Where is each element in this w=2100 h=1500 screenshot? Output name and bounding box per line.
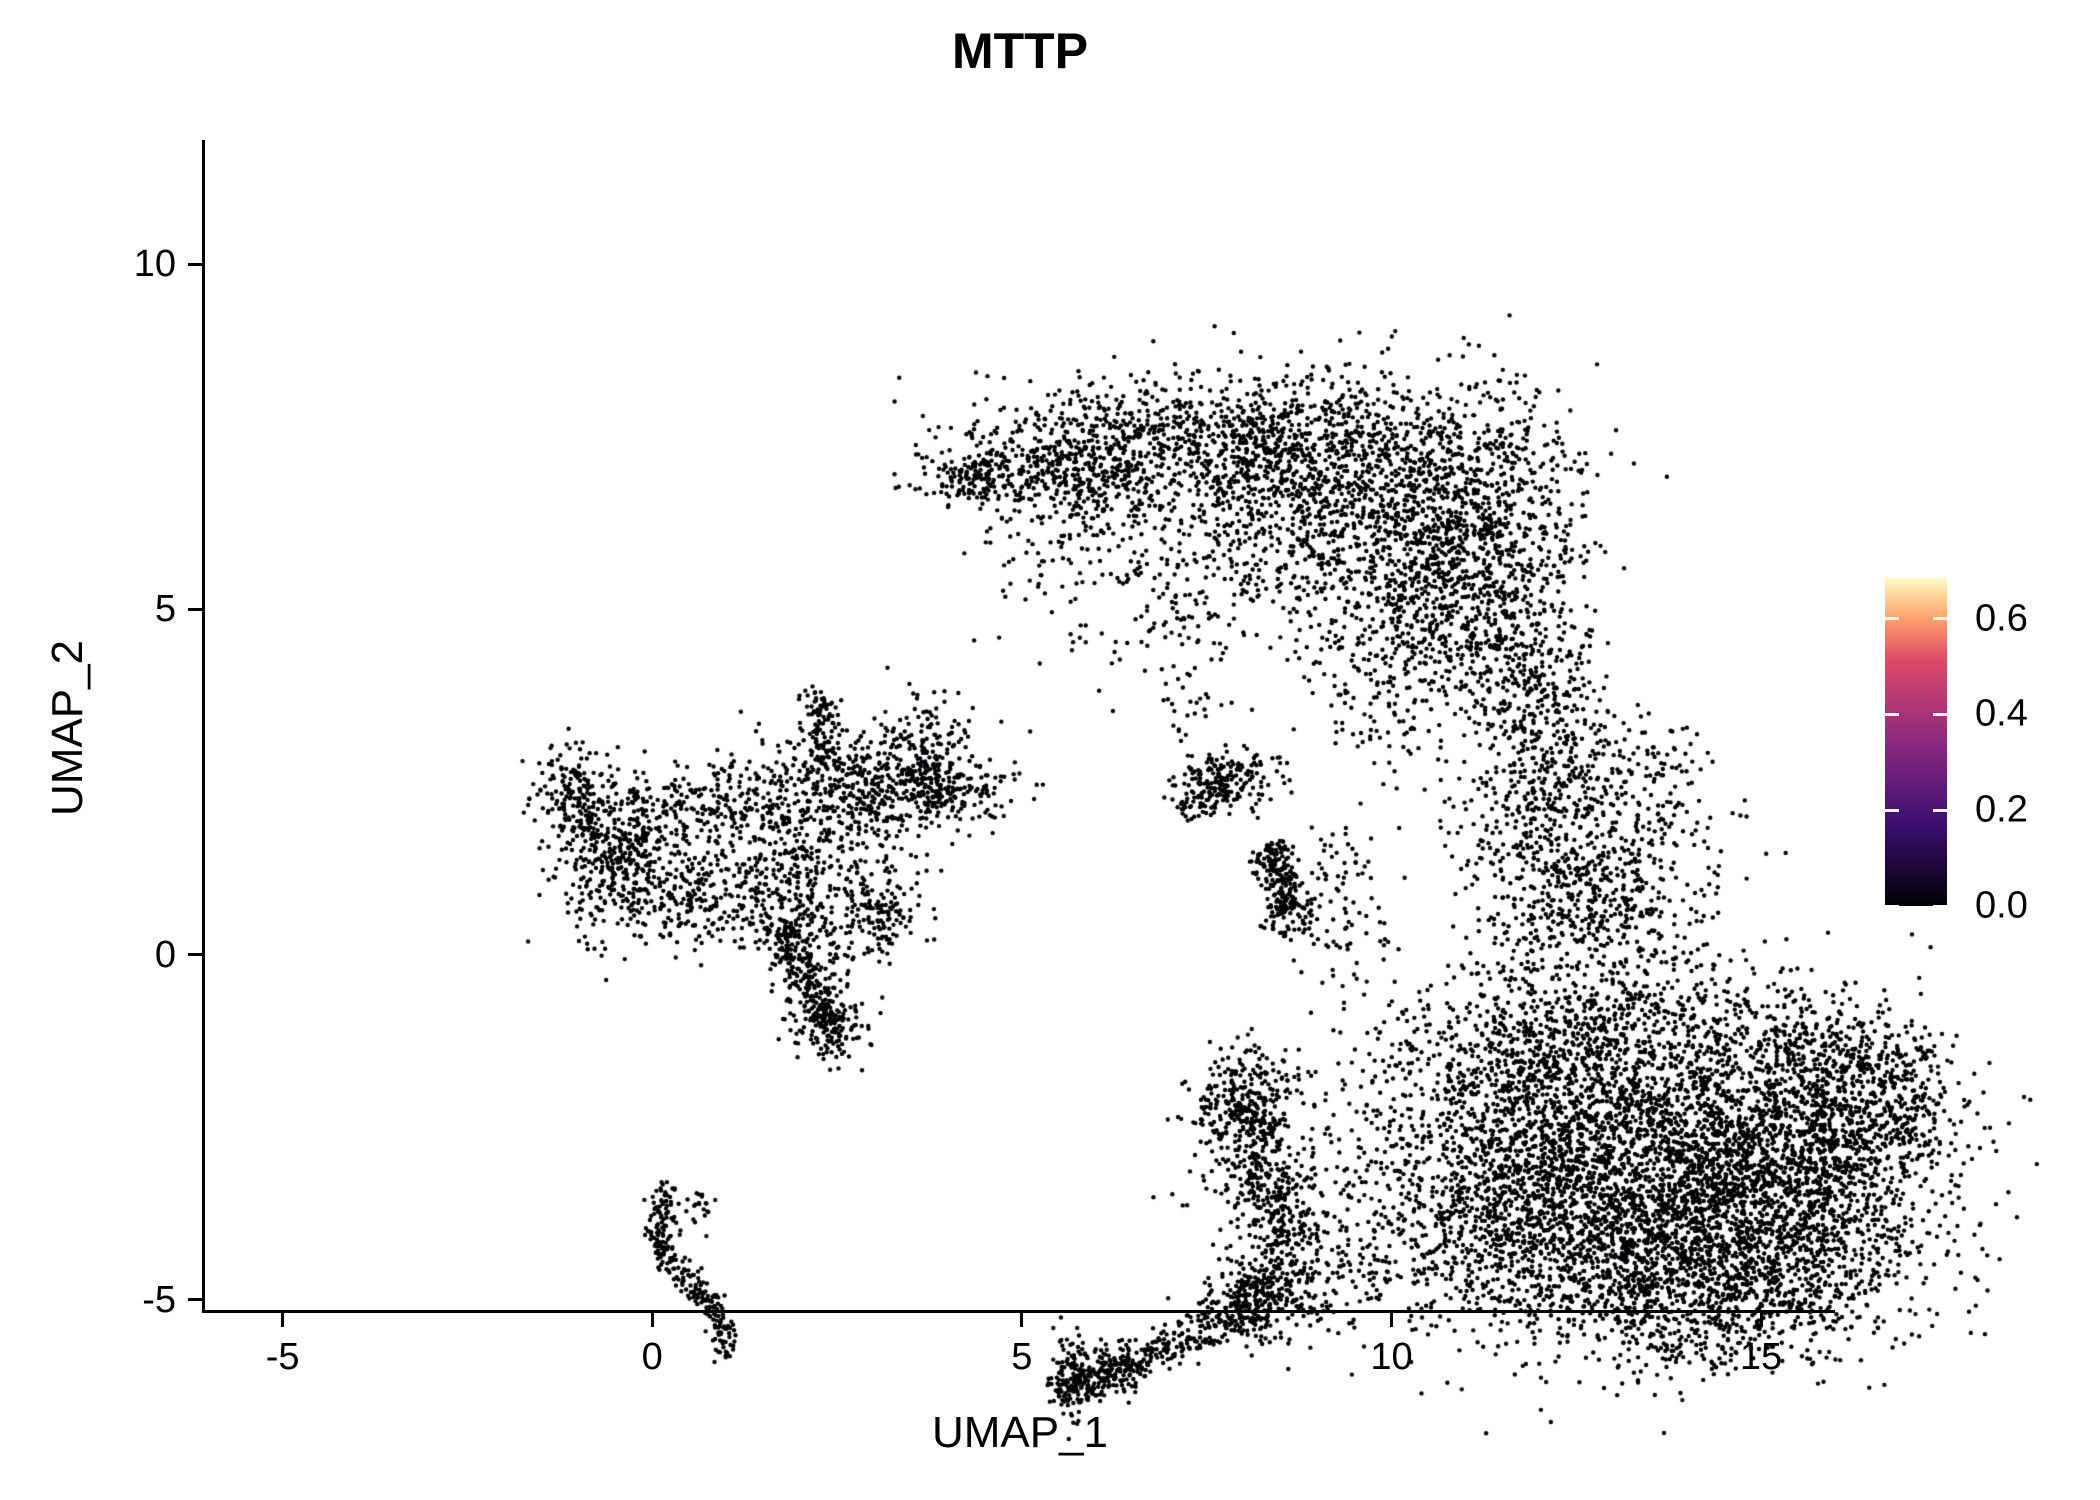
plot-area xyxy=(205,140,2040,1450)
colorbar-tick-mark xyxy=(1885,904,1899,908)
colorbar-tick-mark xyxy=(1933,712,1947,716)
colorbar-tick-mark xyxy=(1933,904,1947,908)
y-axis-line xyxy=(202,140,205,1313)
colorbar-tick-mark xyxy=(1885,712,1899,716)
colorbar-tick-mark xyxy=(1885,617,1899,621)
x-tick-label: 10 xyxy=(1370,1336,1413,1378)
y-tick-label: 0 xyxy=(154,933,176,976)
colorbar-gradient xyxy=(1885,578,1947,906)
x-axis-title: UMAP_1 xyxy=(931,1408,1109,1457)
y-axis-title: UMAP_2 xyxy=(43,639,92,817)
y-tick-label: -5 xyxy=(142,1278,176,1321)
x-tick-label: 5 xyxy=(1011,1336,1033,1378)
colorbar-tick-label: 0.2 xyxy=(1975,788,2028,831)
x-tick-label: 15 xyxy=(1739,1336,1783,1378)
y-tick-mark xyxy=(188,607,202,611)
y-tick-mark xyxy=(188,262,202,266)
chart-title: MTTP xyxy=(951,23,1089,79)
x-tick-mark xyxy=(281,1313,285,1327)
scatter-points-canvas xyxy=(410,280,2040,1450)
colorbar-tick-label: 0.6 xyxy=(1975,597,2028,640)
y-tick-label: 5 xyxy=(154,588,176,631)
x-axis-line xyxy=(202,1310,1835,1313)
x-tick-mark xyxy=(1389,1313,1393,1327)
colorbar-tick-mark xyxy=(1885,808,1899,812)
x-tick-mark xyxy=(1020,1313,1024,1327)
y-tick-label: 10 xyxy=(133,243,176,286)
colorbar-tick-label: 0.4 xyxy=(1975,692,2028,735)
colorbar-tick-mark xyxy=(1933,617,1947,621)
colorbar-tick-mark xyxy=(1933,808,1947,812)
colorbar-tick-label: 0.0 xyxy=(1975,884,2028,927)
y-tick-mark xyxy=(188,953,202,956)
x-tick-mark xyxy=(650,1313,654,1327)
x-tick-label: -5 xyxy=(265,1336,300,1378)
y-tick-mark xyxy=(188,1298,202,1302)
x-tick-label: 0 xyxy=(641,1336,663,1378)
x-tick-mark xyxy=(1759,1313,1763,1327)
